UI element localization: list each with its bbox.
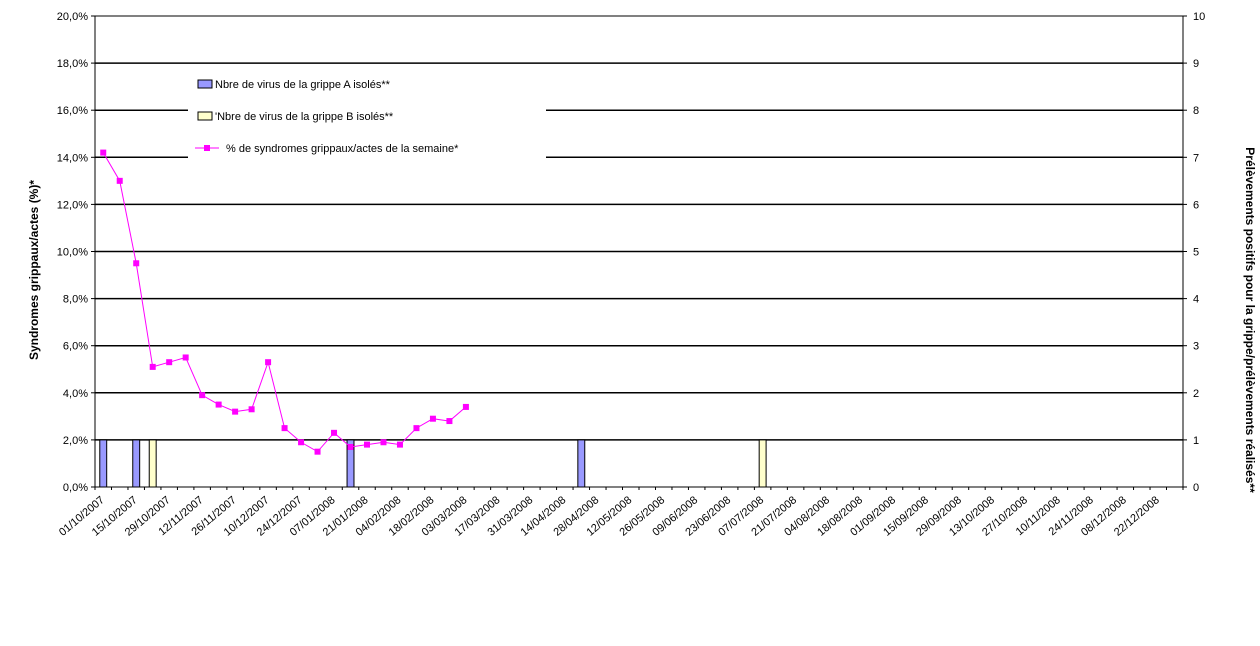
line-point xyxy=(215,401,222,408)
y-tick-label: 20,0% xyxy=(57,11,88,23)
y2-tick-label: 8 xyxy=(1193,105,1199,117)
line-point xyxy=(166,359,173,366)
y2-tick-label: 2 xyxy=(1193,388,1199,400)
line-point xyxy=(429,415,436,422)
bar-grippe-b xyxy=(148,439,157,488)
line-point xyxy=(462,403,469,410)
line-point xyxy=(232,408,239,415)
y-axis-title: Syndromes grippaux/actes (%)* xyxy=(27,180,41,360)
line-series-syndromes xyxy=(102,152,467,453)
line-point xyxy=(133,260,140,267)
y-tick-label: 18,0% xyxy=(57,58,88,70)
y2-tick-label: 6 xyxy=(1193,199,1199,211)
line-layer xyxy=(100,149,469,455)
line-point xyxy=(182,354,189,361)
y-tick-label: 10,0% xyxy=(57,247,88,259)
y-tick-label: 16,0% xyxy=(57,105,88,117)
y-tick-label: 2,0% xyxy=(63,435,88,447)
y-tick-label: 6,0% xyxy=(63,341,88,353)
legend-swatch-line-marker xyxy=(204,145,210,151)
legend-box xyxy=(188,71,546,175)
line-point xyxy=(100,149,107,156)
line-point xyxy=(396,441,403,448)
line-point xyxy=(446,418,453,425)
line-point xyxy=(199,392,206,399)
line-point xyxy=(149,363,156,370)
line-point xyxy=(331,429,338,436)
bar-grippe-a xyxy=(132,439,141,488)
line-point xyxy=(380,439,387,446)
line-point xyxy=(314,448,321,455)
line-point xyxy=(116,177,123,184)
bar-grippe-b xyxy=(758,439,767,488)
line-point xyxy=(281,425,288,432)
line-point xyxy=(347,443,354,450)
y2-axis-title: Prélèvements positifs pour la grippe/pré… xyxy=(1243,147,1257,493)
y2-tick-label: 1 xyxy=(1193,435,1199,447)
bar-grippe-a xyxy=(99,439,108,488)
y-tick-label: 4,0% xyxy=(63,388,88,400)
y2-tick-label: 3 xyxy=(1193,341,1199,353)
y-tick-label: 14,0% xyxy=(57,152,88,164)
legend-label-grippe-b: 'Nbre de virus de la grippe B isolés** xyxy=(215,111,394,123)
y-tick-label: 0,0% xyxy=(63,482,88,494)
bars-layer xyxy=(99,439,767,488)
y2-tick-label: 9 xyxy=(1193,58,1199,70)
line-point xyxy=(265,359,272,366)
y-tick-label: 12,0% xyxy=(57,199,88,211)
y2-tick-label: 10 xyxy=(1193,11,1205,23)
y-tick-label: 8,0% xyxy=(63,294,88,306)
y2-tick-label: 0 xyxy=(1193,482,1199,494)
legend-swatch-grippe-b xyxy=(197,111,213,121)
y2-tick-label: 7 xyxy=(1193,152,1199,164)
legend-label-grippe-a: Nbre de virus de la grippe A isolés** xyxy=(215,79,391,91)
line-point xyxy=(248,406,255,413)
line-point xyxy=(413,425,420,432)
legend: Nbre de virus de la grippe A isolés** 'N… xyxy=(188,71,546,175)
line-point xyxy=(298,439,305,446)
line-point xyxy=(364,441,370,448)
legend-swatch-grippe-a xyxy=(197,79,213,89)
y2-tick-label: 4 xyxy=(1193,294,1199,306)
legend-label-line: % de syndromes grippaux/actes de la sema… xyxy=(226,143,459,155)
bar-grippe-a xyxy=(577,439,586,488)
y2-tick-label: 5 xyxy=(1193,247,1199,259)
